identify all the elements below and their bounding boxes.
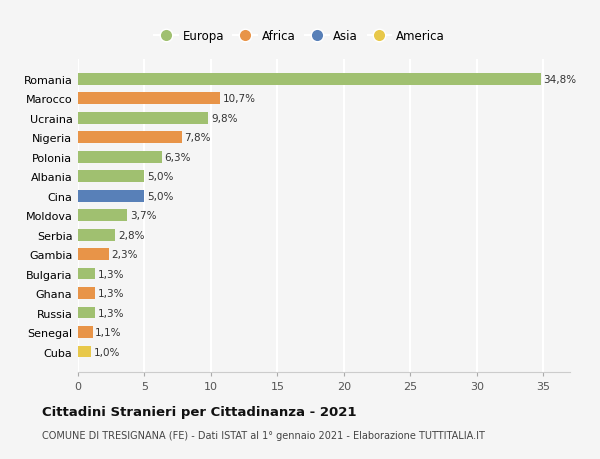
Text: 34,8%: 34,8% — [544, 75, 577, 84]
Text: 9,8%: 9,8% — [211, 113, 238, 123]
Bar — [78, 326, 92, 338]
Text: 1,3%: 1,3% — [98, 288, 124, 298]
Text: 2,3%: 2,3% — [111, 250, 138, 260]
Text: 6,3%: 6,3% — [164, 152, 191, 162]
Text: 1,1%: 1,1% — [95, 327, 122, 337]
Bar — [78, 346, 91, 358]
Bar — [78, 74, 541, 85]
Text: 5,0%: 5,0% — [147, 172, 173, 182]
Text: 1,0%: 1,0% — [94, 347, 121, 357]
Bar — [78, 113, 208, 124]
Bar — [78, 151, 162, 163]
Bar — [78, 268, 95, 280]
Text: 2,8%: 2,8% — [118, 230, 145, 240]
Bar — [78, 307, 95, 319]
Bar — [78, 132, 182, 144]
Bar — [78, 288, 95, 299]
Bar — [78, 249, 109, 260]
Text: 1,3%: 1,3% — [98, 269, 124, 279]
Bar — [78, 230, 115, 241]
Legend: Europa, Africa, Asia, America: Europa, Africa, Asia, America — [149, 25, 449, 47]
Text: 1,3%: 1,3% — [98, 308, 124, 318]
Text: 7,8%: 7,8% — [184, 133, 211, 143]
Text: 5,0%: 5,0% — [147, 191, 173, 202]
Text: Cittadini Stranieri per Cittadinanza - 2021: Cittadini Stranieri per Cittadinanza - 2… — [42, 405, 356, 419]
Bar — [78, 93, 220, 105]
Text: 3,7%: 3,7% — [130, 211, 157, 221]
Text: COMUNE DI TRESIGNANA (FE) - Dati ISTAT al 1° gennaio 2021 - Elaborazione TUTTITA: COMUNE DI TRESIGNANA (FE) - Dati ISTAT a… — [42, 431, 485, 440]
Bar — [78, 171, 145, 183]
Text: 10,7%: 10,7% — [223, 94, 256, 104]
Bar — [78, 190, 145, 202]
Bar — [78, 210, 127, 222]
